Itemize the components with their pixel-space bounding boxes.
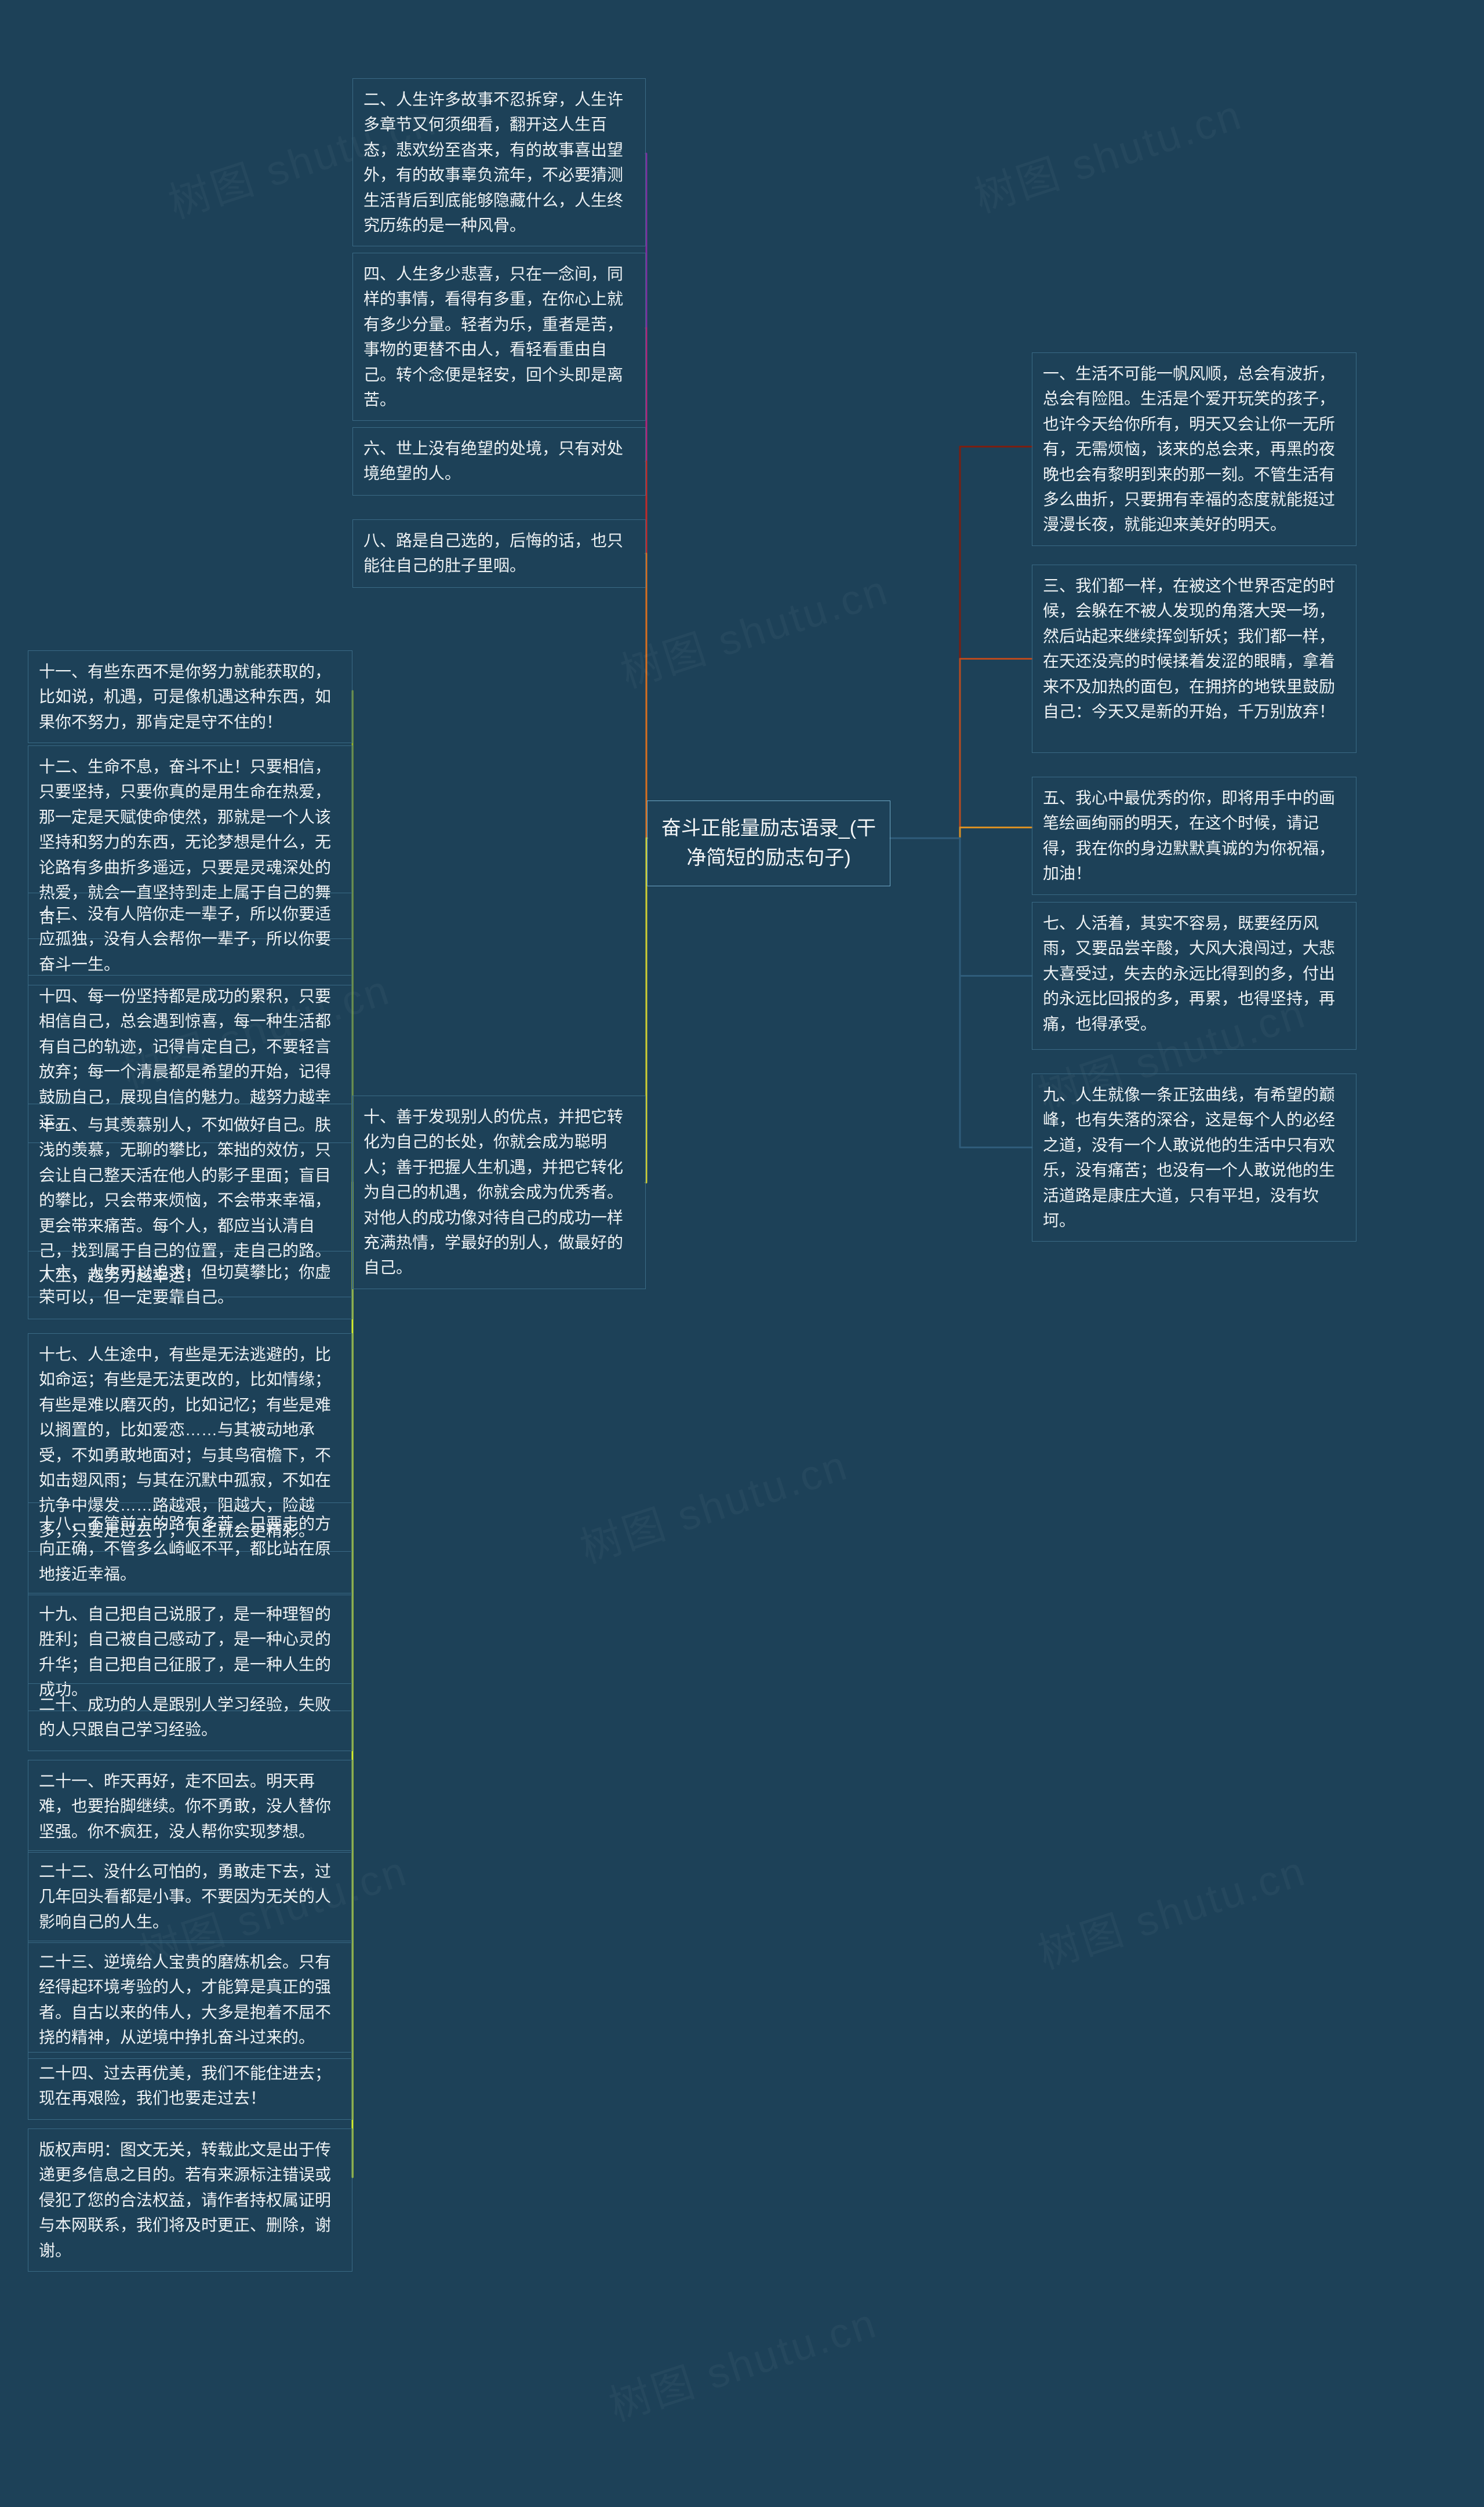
left-node: 二十二、没什么可怕的，勇敢走下去，过几年回头看都是小事。不要因为无关的人影响自己… [28, 1850, 352, 1943]
center-node: 奋斗正能量励志语录_(干净简短的励志句子) [647, 801, 890, 886]
left-node: 十六、人生可以追求，但切莫攀比；你虚荣可以，但一定要靠自己。 [28, 1251, 352, 1319]
watermark-text: 树图 shutu.cn [1030, 1836, 1313, 1980]
left-node: 二十四、过去再优美，我们不能住进去；现在再艰险，我们也要走过去！ [28, 2052, 352, 2120]
left-node: 十一、有些东西不是你努力就能获取的，比如说，机遇，可是像机遇这种东西，如果你不努… [28, 650, 352, 743]
left-node: 二十一、昨天再好，走不回去。明天再难，也要抬脚继续。你不勇敢，没人替你坚强。你不… [28, 1760, 352, 1853]
mindmap-stage: 树图 shutu.cn 树图 shutu.cn 树图 shutu.cn 树图 shut… [0, 0, 1484, 2507]
mid-node: 四、人生多少悲喜，只在一念间，同样的事情，看得有多重，在你心上就有多少分量。轻者… [352, 253, 646, 421]
left-node: 二十、成功的人是跟别人学习经验，失败的人只跟自己学习经验。 [28, 1683, 352, 1751]
watermark-text: 树图 shutu.cn [966, 80, 1249, 224]
left-node: 二十三、逆境给人宝贵的磨炼机会。只有经得起环境考验的人，才能算是真正的强者。自古… [28, 1941, 352, 2059]
watermark-text: 树图 shutu.cn [572, 1431, 855, 1574]
mid-node: 十、善于发现别人的优点，并把它转化为自己的长处，你就会成为聪明人；善于把握人生机… [352, 1096, 646, 1289]
right-node: 三、我们都一样，在被这个世界否定的时候，会躲在不被人发现的角落大哭一场，然后站起… [1032, 565, 1356, 753]
right-node: 九、人生就像一条正弦曲线，有希望的巅峰，也有失落的深谷，这是每个人的必经之道，没… [1032, 1074, 1356, 1242]
right-node: 一、生活不可能一帆风顺，总会有波折，总会有险阻。生活是个爱开玩笑的孩子，也许今天… [1032, 352, 1356, 546]
left-node: 十三、没有人陪你走一辈子，所以你要适应孤独，没有人会帮你一辈子，所以你要奋斗一生… [28, 893, 352, 985]
right-node: 五、我心中最优秀的你，即将用手中的画笔绘画绚丽的明天，在这个时候，请记得，我在你… [1032, 777, 1356, 895]
mid-node: 二、人生许多故事不忍拆穿，人生许多章节又何须细看，翻开这人生百态，悲欢纷至沓来，… [352, 78, 646, 246]
left-node: 十八、不管前方的路有多苦，只要走的方向正确，不管多么崎岖不平，都比站在原地接近幸… [28, 1502, 352, 1595]
mid-node: 八、路是自己选的，后悔的话，也只能往自己的肚子里咽。 [352, 519, 646, 588]
watermark-text: 树图 shutu.cn [612, 555, 896, 699]
right-node: 七、人活着，其实不容易，既要经历风雨，又要品尝辛酸，大风大浪闯过，大悲大喜受过，… [1032, 902, 1356, 1050]
mid-node: 六、世上没有绝望的处境，只有对处境绝望的人。 [352, 427, 646, 496]
watermark-text: 树图 shutu.cn [601, 2288, 884, 2432]
left-node: 版权声明：图文无关，转载此文是出于传递更多信息之目的。若有来源标注错误或侵犯了您… [28, 2128, 352, 2272]
